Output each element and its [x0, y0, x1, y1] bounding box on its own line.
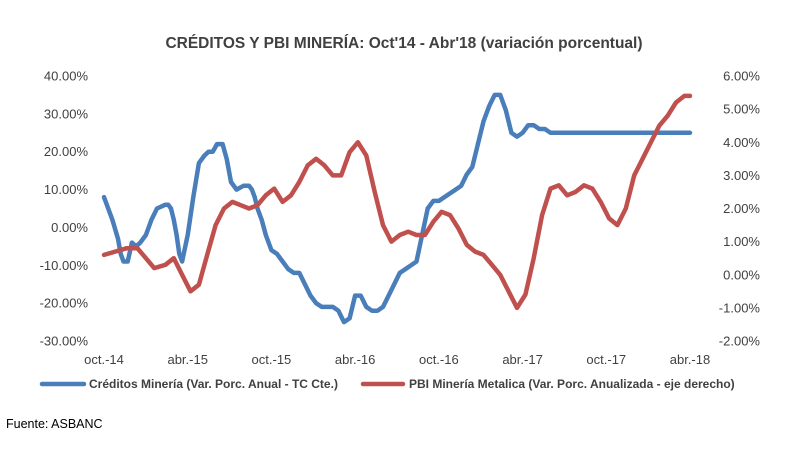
- right-axis-tick-label: 1.00%: [723, 234, 760, 249]
- series-lines: [101, 92, 693, 325]
- series-line-1: [101, 92, 693, 325]
- left-axis-tick-label: 0.00%: [51, 220, 88, 235]
- chart-title: CRÉDITOS Y PBI MINERÍA: Oct'14 - Abr'18 …: [165, 35, 642, 52]
- x-axis-tick-label: abr.-15: [167, 352, 207, 367]
- source-note: Fuente: ASBANC: [6, 417, 103, 431]
- right-axis-tick-label: -1.00%: [719, 300, 761, 315]
- legend-label-1: Créditos Minería (Var. Porc. Anual - TC …: [89, 377, 338, 391]
- left-axis-tick-label: 20.00%: [44, 144, 89, 159]
- x-axis-ticks: oct.-14 abr.-15 oct.-15 abr.-16 oct.-16 abr.-…: [84, 352, 710, 367]
- legend-label-2: PBI Minería Metalica (Var. Porc. Anualiz…: [409, 377, 735, 391]
- left-axis-tick-label: 40.00%: [44, 69, 89, 84]
- left-axis-tick-label: -10.00%: [40, 258, 89, 273]
- left-axis-tick-label: -20.00%: [40, 296, 89, 311]
- series-line-2: [101, 93, 693, 311]
- left-axis-tick-label: -30.00%: [40, 334, 89, 349]
- x-axis-tick-label: oct.-15: [252, 352, 292, 367]
- x-axis-tick-label: abr.-17: [502, 352, 542, 367]
- x-axis-tick-label: oct.-14: [84, 352, 124, 367]
- x-axis-tick-label: abr.-16: [335, 352, 375, 367]
- right-axis-tick-label: 4.00%: [723, 135, 760, 150]
- right-axis-tick-label: 6.00%: [723, 69, 760, 84]
- right-axis-tick-label: -2.00%: [719, 334, 761, 349]
- left-axis-ticks: -30.00% -20.00% -10.00% 0.00% 10.00% 20.00% 30…: [40, 69, 89, 349]
- legend: Créditos Minería (Var. Porc. Anual - TC …: [39, 377, 735, 391]
- x-axis-tick-label: oct.-17: [586, 352, 626, 367]
- right-axis-tick-label: 2.00%: [723, 201, 760, 216]
- left-axis-tick-label: 10.00%: [44, 182, 89, 197]
- x-axis-tick-label: oct.-16: [419, 352, 459, 367]
- right-axis-tick-label: 0.00%: [723, 267, 760, 282]
- right-axis-tick-label: 3.00%: [723, 168, 760, 183]
- left-axis-tick-label: 30.00%: [44, 106, 89, 121]
- right-axis-ticks: -2.00% -1.00% 0.00% 1.00% 2.00% 3.00% 4.00% 5.0…: [719, 69, 761, 349]
- right-axis-tick-label: 5.00%: [723, 102, 760, 117]
- x-axis-tick-label: abr.-18: [670, 352, 710, 367]
